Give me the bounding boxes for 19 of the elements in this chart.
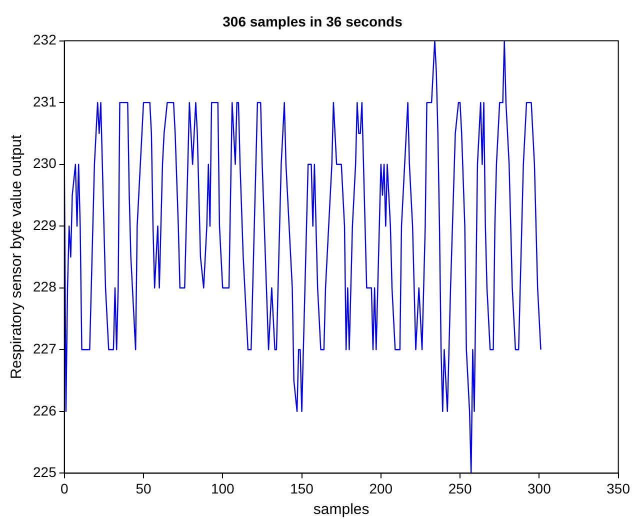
x-tick-label: 50 [136, 480, 152, 496]
y-tick-label: 232 [33, 32, 57, 48]
x-tick-label: 300 [528, 480, 552, 496]
y-tick-label: 230 [33, 155, 57, 172]
x-tick-label: 100 [210, 480, 235, 496]
y-tick-label: 231 [33, 93, 57, 110]
y-tick-label: 226 [33, 402, 57, 418]
y-tick-label: 225 [33, 464, 57, 480]
y-tick-label: 228 [33, 278, 57, 295]
y-axis-title: Respiratory sensor byte value output [8, 134, 26, 380]
x-tick-label: 350 [606, 480, 630, 496]
x-tick-label: 200 [369, 480, 393, 496]
chart-title: 306 samples in 36 seconds [222, 13, 403, 30]
y-tick-label: 229 [33, 216, 57, 233]
x-axis-title: samples [313, 501, 370, 518]
y-tick-label: 227 [33, 340, 57, 357]
x-tick-label: 0 [60, 480, 68, 496]
x-tick-label: 150 [290, 480, 314, 496]
x-tick-label: 250 [448, 480, 472, 496]
